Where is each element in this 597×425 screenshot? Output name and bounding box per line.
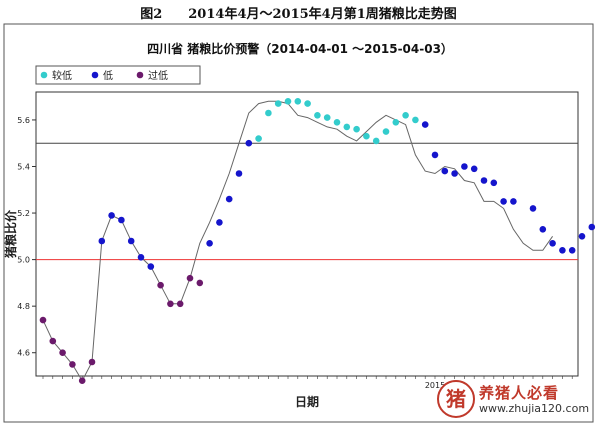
data-point (421, 121, 429, 128)
data-point (431, 151, 439, 159)
plot-area (35, 91, 579, 377)
data-point (118, 216, 125, 224)
legend-label: 过低 (148, 69, 168, 82)
data-point (294, 98, 302, 105)
data-point (216, 219, 223, 226)
data-point (274, 100, 282, 107)
data-point (412, 116, 419, 124)
data-point (108, 212, 115, 219)
legend-marker (91, 71, 99, 79)
data-point (588, 223, 596, 231)
data-point (529, 205, 537, 212)
y-tick-label: 5.2 (17, 209, 30, 218)
pig-logo-icon: 猪 (437, 380, 475, 418)
data-point (539, 226, 547, 233)
data-point (69, 361, 76, 368)
data-point (147, 263, 155, 270)
data-point (314, 112, 321, 119)
data-point (363, 132, 370, 140)
data-point (510, 198, 517, 205)
x-axis-label: 日期 (295, 394, 319, 409)
chart-title: 四川省 猪粮比价预警（2014-04-01 ～2015-04-03） (147, 41, 453, 56)
watermark: 猪 养猪人必看 www.zhujia120.com (437, 378, 597, 422)
y-axis-label: 猪粮比价 (3, 209, 18, 259)
data-point (578, 233, 586, 240)
y-tick-label: 4.8 (17, 302, 30, 311)
data-point (559, 247, 566, 254)
data-point (98, 237, 106, 245)
data-point (127, 237, 135, 245)
data-point (490, 179, 498, 187)
legend-label: 较低 (52, 69, 72, 82)
data-point (470, 165, 478, 173)
data-point (235, 170, 243, 177)
data-point (176, 300, 184, 308)
y-tick-label: 5.6 (17, 116, 30, 125)
data-point (265, 109, 272, 117)
watermark-url: www.zhujia120.com (479, 402, 590, 415)
data-point (59, 349, 66, 357)
figure-caption: 图2 2014年4月～2015年4月第1周猪粮比走势图 (140, 7, 457, 22)
data-point (186, 274, 194, 282)
data-point (304, 100, 311, 107)
data-point (402, 112, 409, 119)
data-point (157, 281, 164, 289)
axis-layer: 4.6 4.8 5.0 5.2 5.4 5.6 2015 (17, 116, 573, 390)
data-point (333, 119, 341, 126)
data-point (353, 125, 360, 133)
data-point (245, 139, 253, 147)
data-point (137, 253, 145, 261)
data-point (480, 177, 488, 184)
data-point (392, 119, 400, 126)
data-point (49, 337, 57, 345)
y-tick-label: 5.4 (17, 162, 30, 171)
data-point (167, 300, 174, 308)
trend-line (42, 100, 554, 382)
reference-lines (36, 142, 578, 261)
y-tick-label: 4.6 (17, 349, 30, 358)
data-point (372, 137, 380, 145)
data-point (500, 198, 507, 205)
data-point (549, 240, 556, 247)
data-point (461, 163, 468, 170)
legend: 较低 低 过低 (40, 69, 168, 82)
legend-box (35, 65, 201, 85)
data-point (441, 167, 449, 175)
data-point (78, 377, 86, 385)
data-point (39, 316, 47, 324)
data-point (323, 114, 331, 121)
watermark-text: 养猪人必看 (479, 384, 560, 402)
data-point (255, 135, 262, 142)
data-point (568, 247, 576, 254)
data-point (284, 98, 292, 105)
legend-label: 低 (103, 69, 113, 82)
legend-marker (40, 71, 48, 79)
data-point (196, 279, 204, 287)
data-point (225, 195, 233, 203)
data-points (39, 98, 596, 385)
data-point (382, 128, 390, 135)
data-point (88, 358, 96, 366)
data-point (451, 170, 458, 177)
y-tick-label: 5.0 (17, 256, 30, 265)
data-point (343, 123, 351, 131)
x-tick-label: 2015 (425, 381, 445, 390)
legend-marker (136, 71, 144, 79)
connecting-line (42, 100, 554, 382)
data-point (206, 240, 213, 247)
